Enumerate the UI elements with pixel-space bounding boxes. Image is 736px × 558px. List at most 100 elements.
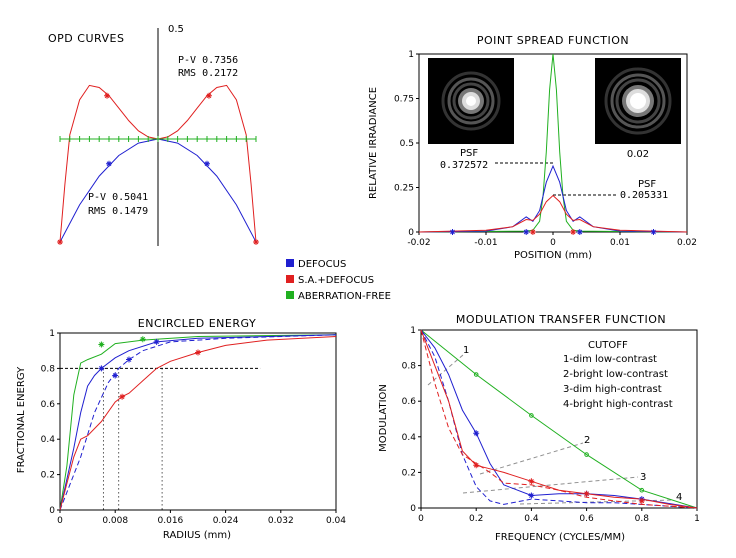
mtf-cutoff-item-2: 2-bright low-contrast	[563, 369, 668, 380]
opd-title: OPD CURVES	[48, 32, 125, 45]
psf-image-center	[630, 93, 646, 109]
mtf-plot-frame	[420, 329, 698, 509]
mtf-marker-green	[584, 452, 589, 457]
psf-x-tick-label: -0.02	[407, 238, 430, 248]
ee-title: ENCIRCLED ENERGY	[138, 317, 256, 330]
opd-red-marker	[253, 239, 259, 245]
mtf-marker-red	[638, 497, 645, 504]
opd-blue-pv: P-V 0.5041	[88, 192, 148, 203]
mtf-marker-red	[473, 462, 480, 469]
ee-marker-blue-dim	[126, 356, 132, 363]
opd-red-marker	[57, 239, 63, 245]
psf-marker	[529, 229, 536, 235]
ee-plot-frame	[59, 332, 337, 511]
ee-series-sa_defocus	[59, 336, 337, 511]
mtf-series-sa_defocus	[420, 329, 698, 509]
mtf-series-defocus	[420, 329, 698, 509]
ee-xlabel: RADIUS (mm)	[163, 530, 231, 541]
mtf-x-tick-label: 0.8	[635, 514, 650, 524]
mtf-marker-blue	[528, 492, 535, 499]
mtf-x-tick-label: 1	[694, 514, 700, 524]
mtf-cutoff-item-1: 1-dim low-contrast	[563, 354, 657, 365]
psf-image-ring	[452, 82, 490, 120]
psf-marker	[449, 229, 456, 235]
ee-y-tick-label: 0.8	[41, 364, 56, 374]
mtf-y-tick-label: 0.8	[402, 362, 417, 372]
opd-red-marker	[205, 92, 212, 99]
mtf-marker-green	[473, 372, 479, 377]
mtf-cutoff-title: CUTOFF	[588, 340, 628, 351]
psf-image-ring	[604, 67, 672, 135]
psf-red-value: 0.205331	[620, 190, 668, 201]
mtf-cutoff-item-3: 3-dim high-contrast	[563, 384, 662, 395]
mtf-y-tick-label: 0	[410, 504, 416, 514]
ee-y-tick-label: 0.2	[41, 471, 55, 481]
psf-image-center	[466, 96, 476, 106]
opd-chart: OPD CURVES 0.5 P-V 0.7356 RMS 0.2172 P-V…	[48, 24, 259, 246]
psf-y-tick-label: 0.25	[394, 184, 414, 194]
psf-y-tick-label: 0	[408, 228, 414, 238]
psf-blue-label: PSF	[460, 148, 478, 159]
psf-marker	[650, 229, 657, 235]
ee-series-defocus-dim	[59, 334, 337, 511]
psf-ylabel: RELATIVE IRRADIANCE	[368, 87, 379, 199]
mtf-title: MODULATION TRANSFER FUNCTION	[456, 313, 666, 326]
ee-series-defocus	[59, 334, 337, 511]
mtf-marker-blue	[473, 430, 480, 437]
mtf-y-tick-label: 0.4	[402, 433, 417, 443]
psf-chart: POINT SPREAD FUNCTION POSITION (mm) RELA…	[368, 34, 697, 261]
psf-x-tick-label: 0	[550, 238, 556, 248]
mtf-cutoff-line-2	[479, 442, 584, 475]
ee-marker-blue-dim	[112, 372, 119, 379]
ee-x-tick-label: 0.04	[326, 516, 346, 526]
legend-label-sa-defocus: S.A.+DEFOCUS	[298, 275, 374, 286]
mtf-y-tick-label: 0.6	[402, 397, 417, 407]
psf-series-sa_defocus	[418, 194, 688, 233]
psf-marker	[570, 229, 577, 235]
ee-ylabel: FRACTIONAL ENERGY	[16, 366, 27, 473]
ee-x-tick-label: 0.016	[158, 516, 184, 526]
mtf-cutoff-item-4: 4-bright high-contrast	[563, 399, 673, 410]
ee-marker-red	[195, 349, 201, 356]
ee-marker-red	[119, 393, 126, 400]
mtf-marker-red	[528, 478, 535, 485]
legend-label-defocus: DEFOCUS	[298, 259, 346, 270]
ee-marker-green	[98, 341, 105, 348]
mtf-y-tick-label: 1	[410, 326, 416, 336]
psf-xlabel: POSITION (mm)	[514, 250, 592, 261]
psf-x-tick-label: 0.02	[677, 238, 697, 248]
mtf-marker-green	[639, 487, 645, 493]
ee-y-tick-label: 1	[49, 329, 55, 339]
psf-image-ring	[447, 77, 495, 125]
mtf-x-tick-label: 0.2	[469, 514, 483, 524]
mtf-xlabel: FREQUENCY (CYCLES/MM)	[495, 532, 625, 543]
mtf-cutoff-number-3: 3	[640, 472, 646, 483]
psf-marker	[576, 229, 583, 235]
ee-marker-blue	[98, 365, 105, 372]
psf-image-ring	[441, 71, 501, 131]
opd-red-pv: P-V 0.7356	[178, 55, 238, 66]
opd-blue-marker	[204, 160, 210, 167]
mtf-cutoff-number-1: 1	[463, 345, 469, 356]
mtf-marker-red	[583, 490, 590, 497]
psf-y-tick-label: 1	[408, 50, 414, 60]
psf-y-tick-label: 0.5	[400, 139, 414, 149]
psf-x-tick-label: -0.01	[474, 238, 497, 248]
mtf-cutoff-line-4	[519, 499, 673, 505]
ee-marker-blue	[153, 338, 160, 345]
ee-y-tick-label: 0.4	[41, 435, 56, 445]
ee-x-tick-label: 0.032	[268, 516, 294, 526]
mtf-cutoff-number-4: 4	[676, 492, 682, 503]
legend-swatch-defocus	[286, 259, 294, 267]
psf-blue-value: 0.372572	[440, 160, 488, 171]
legend-label-aberration-free: ABERRATION-FREE	[298, 291, 391, 302]
encircled-energy-chart: ENCIRCLED ENERGY RADIUS (mm) FRACTIONAL …	[16, 317, 346, 541]
mtf-ylabel: MODULATION	[378, 384, 389, 452]
mtf-chart: MODULATION TRANSFER FUNCTION FREQUENCY (…	[378, 313, 700, 543]
opd-blue-marker	[106, 160, 112, 167]
psf-red-label: PSF	[638, 179, 656, 190]
ee-x-tick-label: 0.008	[102, 516, 128, 526]
psf-x-tick-label: 0.01	[610, 238, 630, 248]
mtf-cutoff-line-3	[462, 476, 639, 494]
